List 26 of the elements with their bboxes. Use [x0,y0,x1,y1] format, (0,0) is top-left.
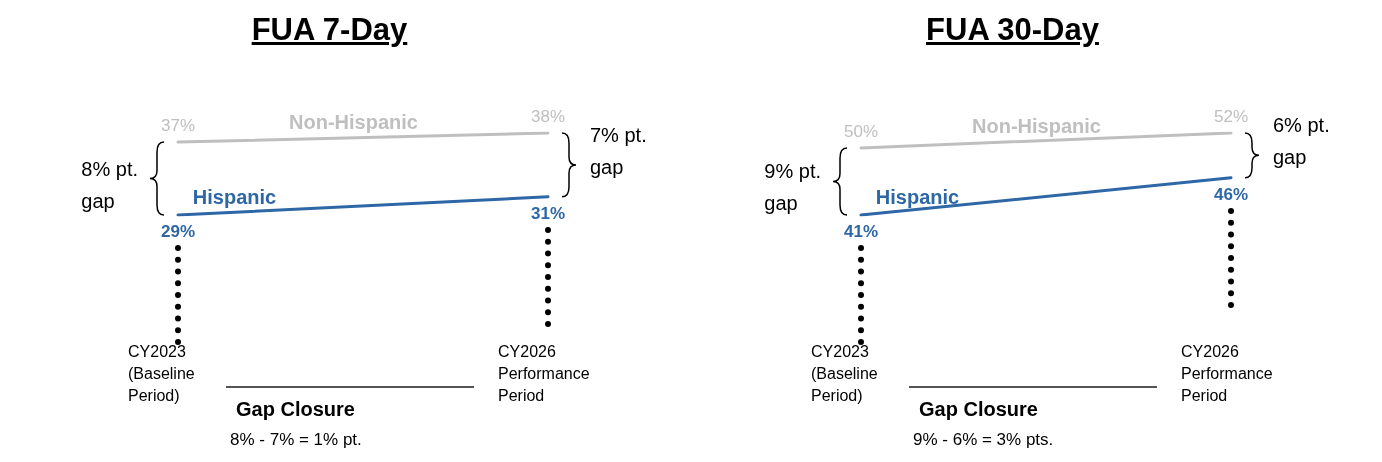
x-tick-label: CY2026 Performance Period [1181,342,1273,404]
text: Gap Closure [919,398,1038,421]
data-label: 31% [530,203,566,223]
text: Gap Closure [236,398,355,421]
data-label: 37% [160,116,196,136]
series-label: Non-Hispanic [289,111,418,135]
series-label: Hispanic [875,185,960,209]
x-tick-label: CY2023 (Baseline Period) [811,342,878,404]
x-tick-label: CY2023 (Baseline Period) [128,342,195,404]
chart-title: FUA 30-Day [925,12,1100,48]
annotation: 9% pt. gap [764,159,821,217]
text: 8% - 7% = 1% pt. [230,430,362,450]
annotation: 8% pt. gap [81,156,138,214]
chart-title: FUA 7-Day [250,12,409,48]
x-tick-label: CY2026 Performance Period [498,342,590,404]
series-label: Non-Hispanic [972,115,1101,139]
series-label: Hispanic [192,186,277,210]
data-label: 38% [530,107,566,126]
text: 9% - 6% = 3% pts. [913,430,1054,450]
data-label: 29% [160,222,196,241]
data-label: 46% [1213,184,1249,204]
annotation: 6% pt. gap [1273,113,1330,171]
data-label: 52% [1213,107,1249,126]
data-label: 41% [843,222,879,241]
annotation: 7% pt. gap [590,122,647,180]
data-label: 50% [843,121,879,141]
